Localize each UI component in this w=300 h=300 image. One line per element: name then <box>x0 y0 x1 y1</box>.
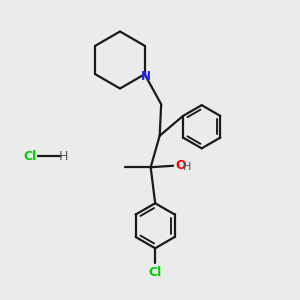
Text: Cl: Cl <box>23 149 37 163</box>
Text: H: H <box>58 149 68 163</box>
Text: H: H <box>183 162 191 172</box>
Text: N: N <box>141 70 151 83</box>
Text: O: O <box>175 159 186 172</box>
Text: Cl: Cl <box>148 266 162 279</box>
